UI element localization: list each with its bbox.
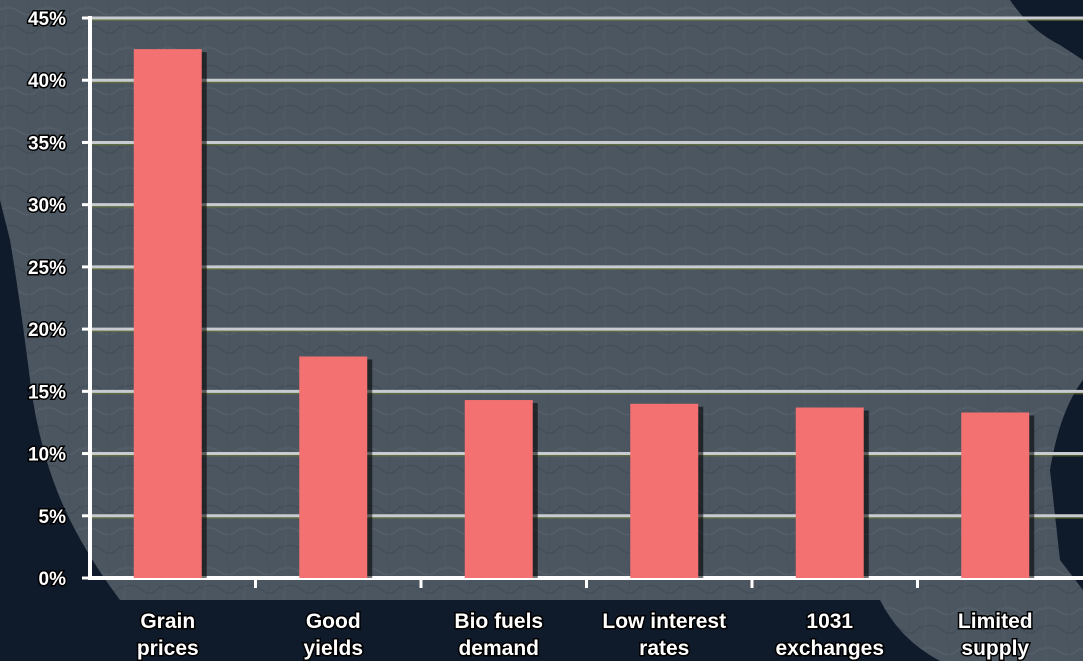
y-tick-label: 0% [39,569,67,590]
y-tick-label: 35% [28,133,66,154]
y-tick-label: 45% [28,9,66,30]
gridlines [90,16,1083,519]
y-tick-label: 40% [28,71,66,92]
y-tick-label: 20% [28,320,66,341]
x-tick-label: rates [639,637,689,660]
x-tick-label: Bio fuels [454,610,543,633]
bar [464,400,533,578]
x-tick-label: yields [303,637,363,660]
bar [299,356,368,578]
x-tick-label: prices [137,637,199,660]
x-tick-label: exchanges [775,637,884,660]
bar [961,412,1030,578]
x-tick-label: Limited [958,610,1033,633]
bar [795,407,864,578]
x-tick-label: Grain [140,610,195,633]
y-tick-label: 5% [39,507,67,528]
x-tick-label: 1031 [806,610,853,633]
y-tick-label: 10% [28,445,66,466]
x-tick-label: Good [306,610,361,633]
y-tick-label: 25% [28,258,66,279]
axes [82,16,1083,588]
y-axis-ticks: 0% 5% 10% 15% 20% 25% 30% 35% 40% 45% [26,8,67,592]
bar [133,49,202,579]
x-tick-label: Low interest [602,610,726,633]
bars [133,49,1035,579]
x-axis-labels: Grain prices Good yields Bio fuels demand Low … [135,609,1034,661]
x-tick-label: supply [961,637,1029,660]
bar [630,403,699,578]
x-tick-label: demand [458,637,539,660]
y-tick-label: 15% [28,382,66,403]
y-tick-label: 30% [28,196,66,217]
